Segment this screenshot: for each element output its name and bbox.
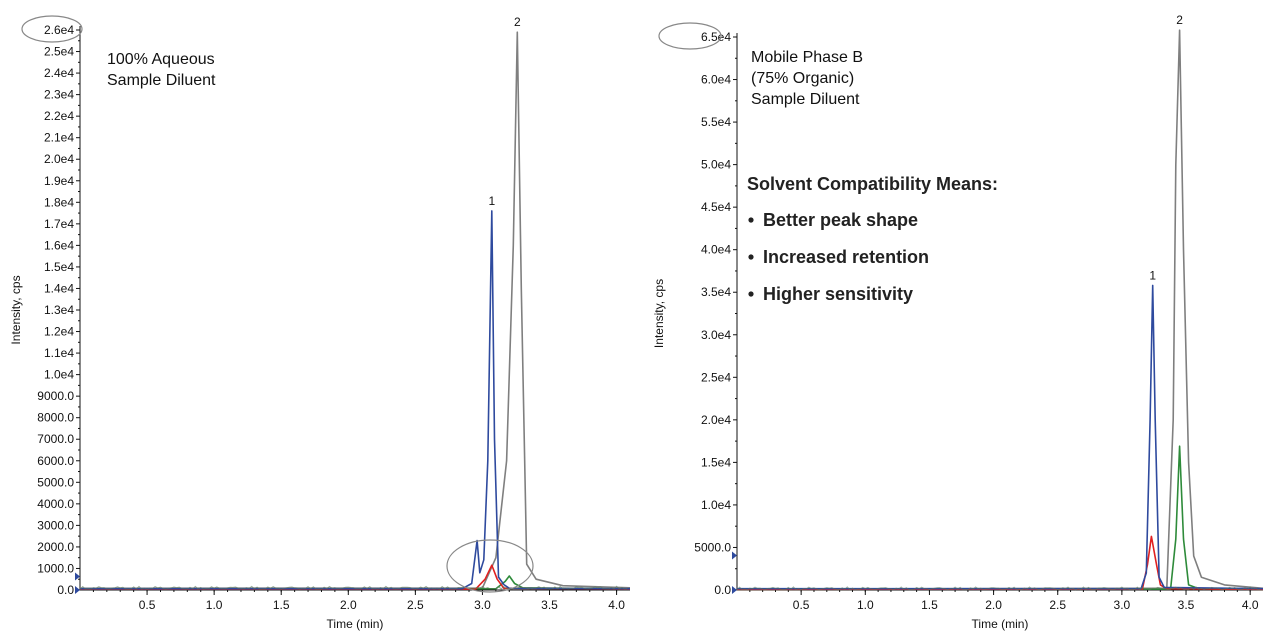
y-tick-label: 6.0e4 (701, 73, 731, 87)
callout-item: Higher sensitivity (763, 284, 913, 304)
x-tick-label: 4.0 (608, 598, 625, 612)
y-tick-label: 1.3e4 (44, 303, 74, 317)
x-tick-label: 2.0 (340, 598, 357, 612)
callout-bullet (748, 217, 754, 223)
y-axis-marker (75, 572, 80, 581)
highlight-oval (446, 539, 534, 593)
series-line (80, 564, 631, 590)
series-line (80, 210, 631, 590)
annotation-text: Mobile Phase B (751, 49, 863, 66)
y-tick-label: 3.5e4 (701, 285, 731, 299)
x-tick-label: 1.5 (921, 598, 938, 612)
series-line (736, 445, 1264, 591)
peak-label: 1 (1149, 268, 1156, 282)
y-tick-label: 7000.0 (37, 432, 74, 446)
y-tick-label: 2.6e4 (44, 23, 74, 37)
x-tick-label: 1.0 (857, 598, 874, 612)
y-tick-label: 2.5e4 (44, 45, 74, 59)
callout-title: Solvent Compatibility Means: (747, 174, 998, 194)
x-tick-label: 1.0 (206, 598, 223, 612)
annotation-text: (75% Organic) (751, 70, 854, 87)
chromatogram-organic-chart: 0.0 5000.0 1.0e4 1.5e4 2.0e4 2.5e4 3.0e4 3.5e4 4… (652, 13, 1264, 631)
y-tick-label: 4.5e4 (701, 200, 731, 214)
chromatogram-organic-panel: 0.0 5000.0 1.0e4 1.5e4 2.0e4 2.5e4 3.0e4 3.5e4 4… (633, 0, 1266, 635)
y-tick-label: 2.0e4 (44, 152, 74, 166)
y-tick-label: 6000.0 (37, 454, 74, 468)
peak-label: 2 (1176, 13, 1183, 27)
highlight-oval (21, 15, 83, 43)
x-tick-label: 2.5 (407, 598, 424, 612)
x-tick-label: 2.5 (1049, 598, 1066, 612)
y-tick-label: 1.0e4 (44, 368, 74, 382)
y-tick-label: 1000.0 (37, 561, 74, 575)
y-tick-label: 6.5e4 (701, 30, 731, 44)
y-axis-marker (732, 551, 737, 560)
callout-item: Better peak shape (763, 210, 918, 230)
x-axis-label: Time (min) (327, 617, 384, 631)
peak-label: 2 (514, 15, 521, 29)
x-tick-label: 0.5 (793, 598, 810, 612)
callout-bullet (748, 254, 754, 260)
x-tick-label: 3.5 (1178, 598, 1195, 612)
y-tick-label: 5.0e4 (701, 158, 731, 172)
y-tick-label: 1.0e4 (701, 498, 731, 512)
chromatogram-aqueous-panel: 0.0 1000.0 2000.0 3000.0 4000.0 5000.0 6000.0 7… (0, 0, 633, 635)
series-line (79, 31, 631, 590)
annotation-text: 100% Aqueous (107, 51, 215, 68)
y-tick-label: 5000.0 (694, 540, 731, 554)
y-tick-label: 1.7e4 (44, 217, 74, 231)
y-tick-label: 2.5e4 (701, 370, 731, 384)
baseline-noise (736, 586, 1261, 591)
y-tick-label: 1.8e4 (44, 195, 74, 209)
y-tick-label: 1.5e4 (44, 260, 74, 274)
y-tick-label: 2000.0 (37, 540, 74, 554)
y-axis-marker (732, 586, 737, 594)
callout-item: Increased retention (763, 247, 929, 267)
x-tick-label: 4.0 (1242, 598, 1259, 612)
annotation-text: Sample Diluent (751, 91, 860, 108)
y-tick-label: 4000.0 (37, 497, 74, 511)
y-tick-label: 5.5e4 (701, 115, 731, 129)
y-tick-label: 1.1e4 (44, 346, 74, 360)
y-tick-label: 2.0e4 (701, 413, 731, 427)
y-tick-label: 2.1e4 (44, 131, 74, 145)
y-tick-label: 1.5e4 (701, 455, 731, 469)
chromatogram-aqueous-chart: 0.0 1000.0 2000.0 3000.0 4000.0 5000.0 6000.0 7… (9, 15, 631, 631)
y-axis-marker (75, 586, 80, 594)
y-tick-label: 2.4e4 (44, 66, 74, 80)
x-tick-label: 2.0 (985, 598, 1002, 612)
y-tick-label: 3000.0 (37, 518, 74, 532)
y-tick-label: 4.0e4 (701, 243, 731, 257)
y-tick-label: 5000.0 (37, 475, 74, 489)
x-tick-label: 1.5 (273, 598, 290, 612)
highlight-oval (658, 22, 722, 50)
y-tick-label: 1.2e4 (44, 325, 74, 339)
y-tick-label: 1.9e4 (44, 174, 74, 188)
callout-bullet (748, 291, 754, 297)
x-axis-label: Time (min) (972, 617, 1029, 631)
x-tick-label: 3.0 (474, 598, 491, 612)
peak-label: 1 (488, 194, 495, 208)
annotation-text: Sample Diluent (107, 72, 216, 89)
y-axis-label: Intensity, cps (652, 279, 666, 348)
x-tick-label: 3.5 (541, 598, 558, 612)
y-tick-label: 2.2e4 (44, 109, 74, 123)
x-tick-label: 0.5 (139, 598, 156, 612)
series-line (737, 284, 1264, 590)
y-tick-label: 9000.0 (37, 389, 74, 403)
y-tick-label: 0.0 (57, 583, 74, 597)
y-tick-label: 1.6e4 (44, 238, 74, 252)
series-line (736, 29, 1264, 590)
y-tick-label: 1.4e4 (44, 281, 74, 295)
y-axis-label: Intensity, cps (9, 275, 23, 344)
y-tick-label: 3.0e4 (701, 328, 731, 342)
baseline-noise (79, 585, 628, 590)
y-tick-label: 8000.0 (37, 411, 74, 425)
y-tick-label: 2.3e4 (44, 88, 74, 102)
x-tick-label: 3.0 (1114, 598, 1131, 612)
y-tick-label: 0.0 (714, 583, 731, 597)
